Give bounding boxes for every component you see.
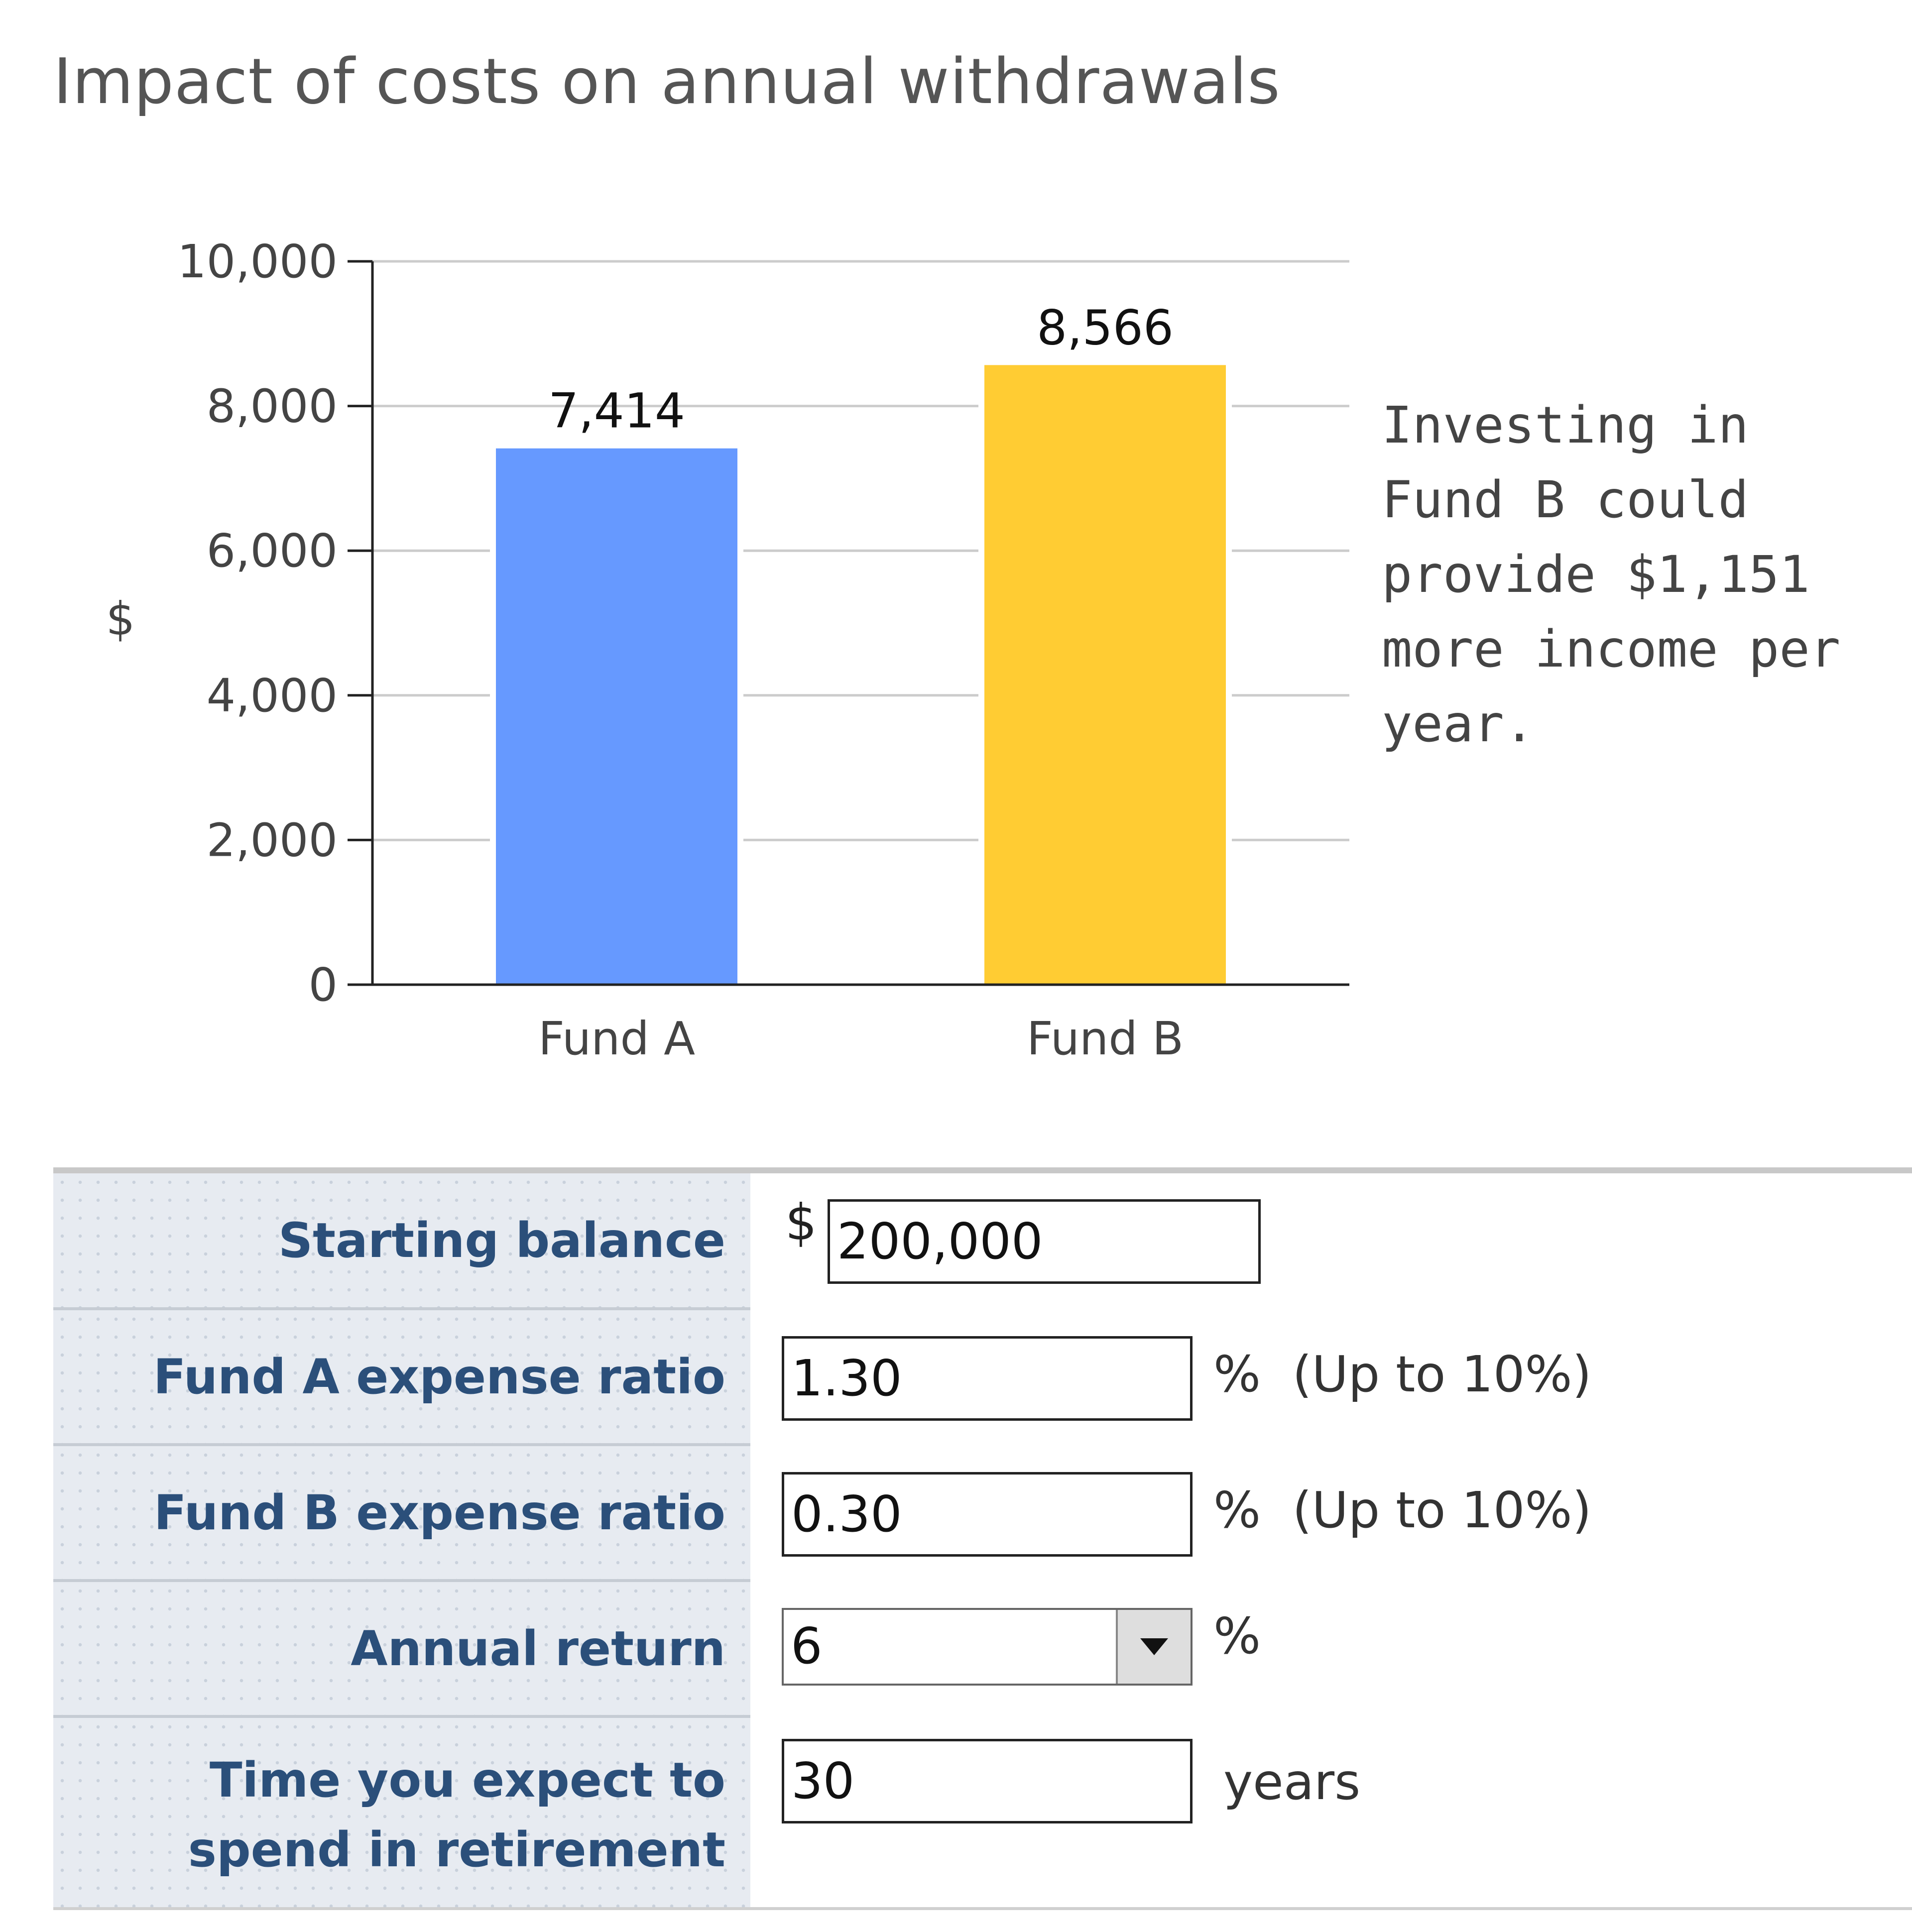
y-tick-label: 6,000: [207, 524, 338, 577]
chart-title: Impact of costs on annual withdrawals: [53, 45, 1281, 118]
axes: [348, 261, 1349, 986]
fund-a-expense-label: Fund A expense ratio: [53, 1310, 750, 1446]
chevron-down-icon: [1140, 1638, 1168, 1655]
currency-symbol: $: [785, 1193, 817, 1251]
y-tick-label: 4,000: [207, 669, 338, 722]
x-tick-label: Fund A: [538, 1012, 695, 1065]
data-label: 7,414: [548, 383, 685, 439]
calculator-form: Starting balance $ 200,000 Fund A expens…: [53, 1167, 1912, 1910]
annual-return-selected-value: 6: [791, 1617, 823, 1675]
data-label: 8,566: [1037, 300, 1174, 355]
fund-a-expense-value-cell: 1.30 % (Up to 10%): [750, 1310, 1912, 1446]
fund-b-expense-input[interactable]: 0.30: [782, 1472, 1193, 1557]
y-axis-label: $: [106, 592, 135, 646]
bar-fund-a: [496, 448, 737, 985]
fund-b-expense-suffix: % (Up to 10%): [1213, 1481, 1592, 1539]
annual-return-suffix: %: [1213, 1607, 1261, 1665]
y-tick-label: 0: [308, 958, 338, 1012]
starting-balance-input[interactable]: 200,000: [828, 1199, 1261, 1284]
data-labels: 7,414 Fund A 8,566 Fund B: [538, 300, 1184, 1065]
retirement-time-label: Time you expect to spend in retirement: [53, 1718, 750, 1907]
starting-balance-value-cell: $ 200,000: [750, 1173, 1912, 1310]
annual-return-dropdown-button[interactable]: [1116, 1610, 1191, 1684]
annual-return-label: Annual return: [53, 1582, 750, 1718]
form-row-retirement-time: Time you expect to spend in retirement 3…: [53, 1718, 1912, 1907]
x-tick-label: Fund B: [1027, 1012, 1184, 1065]
bar-chart: 0 2,000 4,000 6,000 8,000 10,000 7,414 Fund A 8…: [106, 235, 1349, 1065]
form-row-annual-return: Annual return 6 %: [53, 1582, 1912, 1718]
retirement-time-suffix: years: [1223, 1753, 1361, 1811]
retirement-time-value-cell: 30 years: [750, 1718, 1912, 1907]
y-tick-label: 8,000: [207, 380, 338, 433]
fund-b-expense-label: Fund B expense ratio: [53, 1446, 750, 1582]
fund-a-expense-input[interactable]: 1.30: [782, 1336, 1193, 1421]
savings-annotation: Investing in Fund B could provide $1,151…: [1382, 396, 1841, 754]
form-row-fund-b-expense: Fund B expense ratio 0.30 % (Up to 10%): [53, 1446, 1912, 1582]
fund-b-expense-value-cell: 0.30 % (Up to 10%): [750, 1446, 1912, 1582]
retirement-time-input[interactable]: 30: [782, 1739, 1193, 1823]
y-tick-label: 10,000: [177, 235, 338, 288]
form-row-starting-balance: Starting balance $ 200,000: [53, 1173, 1912, 1310]
y-ticks: 0 2,000 4,000 6,000 8,000 10,000: [177, 235, 372, 1012]
annual-return-select[interactable]: 6: [782, 1608, 1193, 1686]
bar-fund-b: [984, 365, 1226, 985]
starting-balance-label: Starting balance: [53, 1173, 750, 1310]
y-tick-label: 2,000: [207, 813, 338, 867]
fund-a-expense-suffix: % (Up to 10%): [1213, 1345, 1592, 1403]
bars: [490, 362, 1232, 985]
form-row-fund-a-expense: Fund A expense ratio 1.30 % (Up to 10%): [53, 1310, 1912, 1446]
annual-return-value-cell: 6 %: [750, 1582, 1912, 1718]
